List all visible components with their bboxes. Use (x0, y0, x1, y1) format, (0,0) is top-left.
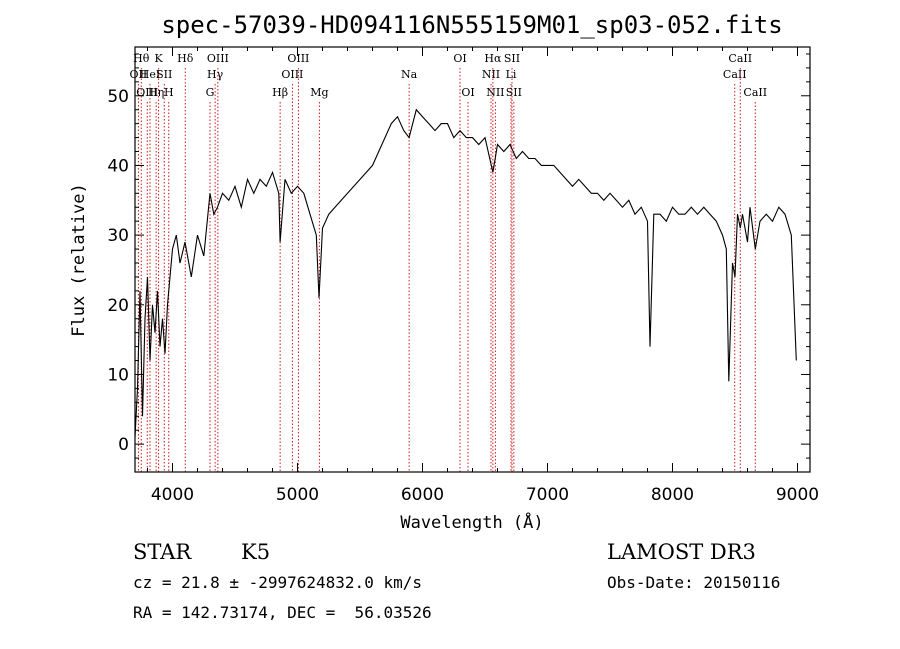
marker-label-6563: Hα (484, 52, 502, 65)
marker-label-6731: SII (506, 86, 522, 99)
marker-label-4959: OIII (281, 68, 303, 81)
y-tick-label-20: 20 (107, 296, 129, 316)
observation-date: Obs-Date: 20150116 (607, 573, 781, 592)
y-tick-label-30: 30 (107, 226, 129, 246)
marker-label-4363: OIII (207, 52, 229, 65)
spectral-line-markers: OIIHθOIIIHeIHηKSIIHHδGHγOIIIHβOIIIOIIIMg… (130, 52, 767, 472)
x-tick-label-6000: 6000 (401, 485, 444, 505)
marker-label-6708: Li (506, 68, 517, 81)
y-tick-label-10: 10 (107, 365, 129, 385)
marker-label-6548: NII (482, 68, 500, 81)
marker-label-4861: Hβ (272, 86, 288, 99)
chart-title: spec-57039-HD094116N555159M01_sp03-052.f… (161, 11, 782, 39)
x-axis: 4000 5000 6000 7000 8000 9000 (147, 47, 819, 505)
coordinates: RA = 142.73174, DEC = 56.03526 (133, 603, 432, 622)
y-tick-label-0: 0 (118, 435, 129, 455)
marker-label-6364: OI (461, 86, 474, 99)
marker-label-5893: Na (401, 68, 418, 81)
x-tick-label-5000: 5000 (276, 485, 319, 505)
y-tick-label-40: 40 (107, 156, 129, 176)
marker-label-3820: HeI (140, 68, 160, 81)
marker-label-4341: Hγ (207, 68, 224, 81)
x-tick-label-7000: 7000 (526, 485, 569, 505)
marker-label-8542: CaII (728, 52, 752, 65)
marker-label-6583: NII (486, 86, 504, 99)
x-tick-label-8000: 8000 (651, 485, 694, 505)
marker-label-4102: Hδ (177, 52, 194, 65)
x-axis-label: Wavelength (Å) (400, 511, 543, 533)
marker-label-3727: OII (130, 68, 148, 81)
y-axis: 0 10 20 30 40 50 (107, 53, 810, 459)
marker-label-6300: OI (453, 52, 466, 65)
marker-label-8662: CaII (743, 86, 767, 99)
marker-label-5007: OIII (287, 52, 309, 65)
plot-frame (134, 46, 811, 473)
object-subclass: K5 (241, 540, 271, 564)
marker-label-3869: Hη (148, 86, 164, 99)
marker-label-5175: Mg (310, 86, 328, 99)
x-tick-label-4000: 4000 (151, 485, 194, 505)
marker-label-8498: CaII (723, 68, 747, 81)
marker-label-3934: SII (156, 68, 172, 81)
marker-label-4300: G (206, 86, 215, 99)
survey-name: LAMOST DR3 (607, 540, 756, 564)
y-tick-label-50: 50 (107, 87, 129, 107)
marker-label-3970: H (164, 86, 174, 99)
redshift-readout: cz = 21.8 ± -2997624832.0 km/s (133, 573, 422, 592)
marker-label-3889: K (155, 52, 164, 65)
marker-label-3750: Hθ (133, 52, 150, 65)
x-tick-label-9000: 9000 (776, 485, 819, 505)
marker-label-6716: SII (504, 52, 520, 65)
object-class: STAR (133, 540, 192, 564)
y-axis-label: Flux (relative) (69, 183, 89, 337)
spectrum-series-line (134, 108, 797, 438)
